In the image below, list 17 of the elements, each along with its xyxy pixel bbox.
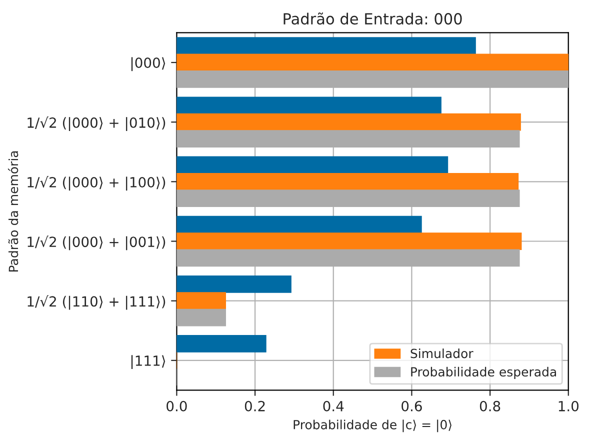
y-tick-label: 1/√2 (|110⟩ + |111⟩) [28,295,166,310]
legend-label: Simulador [410,348,474,358]
y-tick-label: 1/√2 (|000⟩ + |010⟩) [28,116,166,131]
x-tick-label: 0.2 [244,400,265,412]
x-axis-title: Probabilidade de |c⟩ = |0⟩ [294,420,452,432]
x-tick-label: 0.4 [323,400,344,412]
legend-label: Probabilidade esperada [411,366,556,379]
chart-title: Padrão de Entrada: 000 [284,12,462,25]
y-tick-label: |111⟩ [131,355,166,370]
y-tick-label: 1/√2 (|000⟩ + |001⟩) [28,236,166,250]
x-tick-label: 0.8 [480,400,500,412]
y-axis-title: Padrão da memória [8,151,18,272]
y-tick-label: 1/√2 (|000⟩ + |100⟩) [28,176,166,191]
x-tick-label: 1.0 [558,400,579,412]
y-tick-label: |000⟩ [131,57,166,72]
x-tick-label: 0.0 [166,400,187,412]
x-tick-label: 0.6 [402,400,422,412]
